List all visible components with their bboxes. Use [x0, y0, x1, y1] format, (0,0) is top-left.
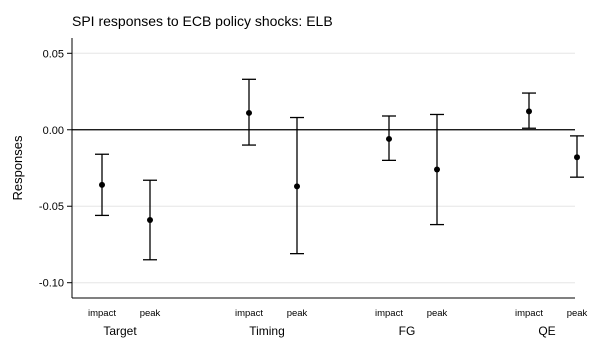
gridlines: [72, 52, 575, 284]
x-sub-label: peak: [287, 308, 308, 319]
y-tick-label: 0.05: [43, 48, 64, 60]
point-estimate: [246, 109, 252, 116]
x-group-label: FG: [399, 324, 416, 338]
point-estimate: [147, 217, 153, 223]
x-sub-label: peak: [567, 308, 588, 319]
point-estimate: [294, 183, 300, 190]
y-tick-label: -0.10: [39, 278, 64, 290]
y-tick-label: -0.05: [39, 201, 64, 213]
x-sub-label: peak: [427, 308, 448, 319]
x-sub-label: impact: [88, 308, 116, 319]
y-ticks: 0.05 0.00 -0.05 -0.10: [39, 48, 72, 290]
x-group-label: QE: [538, 324, 555, 338]
point-estimate: [434, 166, 440, 173]
point-estimate: [386, 135, 392, 142]
y-axis-label: Responses: [10, 135, 25, 201]
x-sub-label: impact: [515, 308, 543, 319]
chart-title: SPI responses to ECB policy shocks: ELB: [72, 13, 333, 29]
x-sub-label: peak: [140, 308, 161, 319]
point-estimate: [99, 181, 105, 188]
x-sub-label: impact: [375, 308, 403, 319]
y-tick-label: 0.00: [43, 125, 64, 137]
data-marks: [95, 78, 584, 261]
point-estimate: [574, 154, 580, 161]
x-group-label: Timing: [249, 324, 285, 338]
x-group-label: Target: [103, 324, 137, 338]
axes: [71, 38, 575, 299]
x-sub-label: impact: [235, 308, 263, 319]
point-estimate: [526, 108, 532, 115]
